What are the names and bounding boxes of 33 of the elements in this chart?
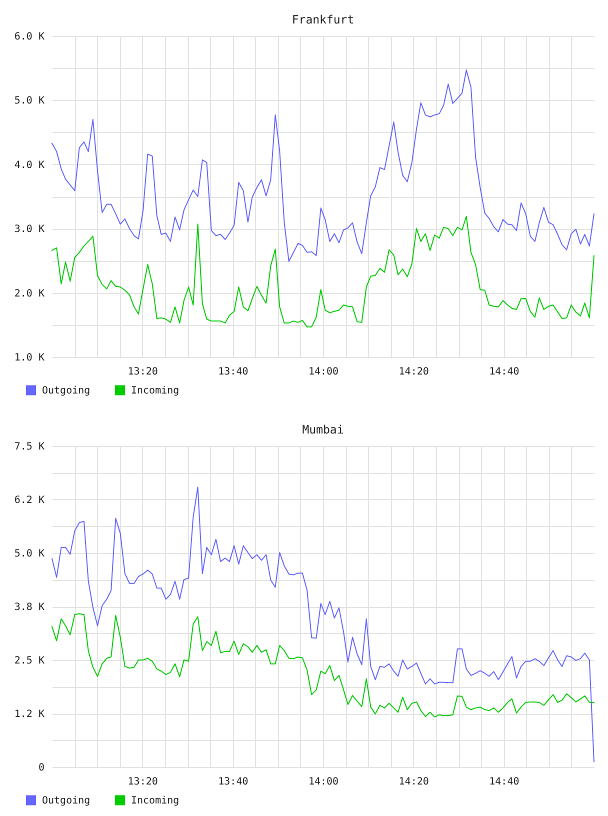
legend-label: Incoming bbox=[131, 795, 180, 806]
legend-label: Incoming bbox=[131, 385, 180, 396]
x-tick-label: 13:40 bbox=[218, 776, 248, 788]
x-tick-label: 13:20 bbox=[128, 366, 158, 378]
y-tick-label: 0 bbox=[38, 762, 44, 774]
line-series bbox=[52, 613, 594, 718]
y-tick-label: 1.0 K bbox=[14, 352, 44, 364]
y-tick-label: 4.0 K bbox=[14, 160, 44, 171]
chart-title: Frankfurt bbox=[292, 12, 354, 26]
x-tick-label: 14:00 bbox=[308, 776, 339, 788]
line-series bbox=[52, 486, 594, 762]
x-tick-label: 14:40 bbox=[489, 776, 520, 788]
y-tick-label: 3.0 K bbox=[14, 224, 44, 236]
x-tick-label: 14:00 bbox=[308, 366, 339, 378]
y-tick-label: 6.0 K bbox=[14, 32, 44, 42]
y-tick-label: 6.2 K bbox=[14, 495, 44, 506]
y-tick-label: 5.0 K bbox=[14, 548, 44, 560]
x-tick-label: 14:20 bbox=[398, 776, 429, 788]
y-tick-label: 7.5 K bbox=[14, 442, 44, 452]
x-tick-label: 13:40 bbox=[218, 366, 248, 378]
line-series bbox=[52, 70, 594, 262]
x-tick-label: 14:20 bbox=[398, 366, 429, 378]
legend-label: Outgoing bbox=[42, 795, 90, 806]
y-tick-label: 2.0 K bbox=[14, 288, 44, 300]
y-tick-label: 3.8 K bbox=[14, 602, 44, 613]
y-tick-label: 1.2 K bbox=[14, 709, 44, 720]
y-tick-label: 2.5 K bbox=[14, 656, 44, 666]
line-series bbox=[52, 216, 594, 328]
y-tick-label: 5.0 K bbox=[14, 96, 44, 107]
legend-label: Outgoing bbox=[42, 385, 90, 396]
x-tick-label: 14:40 bbox=[489, 366, 520, 378]
x-tick-label: 13:20 bbox=[128, 776, 158, 788]
chart-title: Mumbai bbox=[302, 422, 344, 436]
